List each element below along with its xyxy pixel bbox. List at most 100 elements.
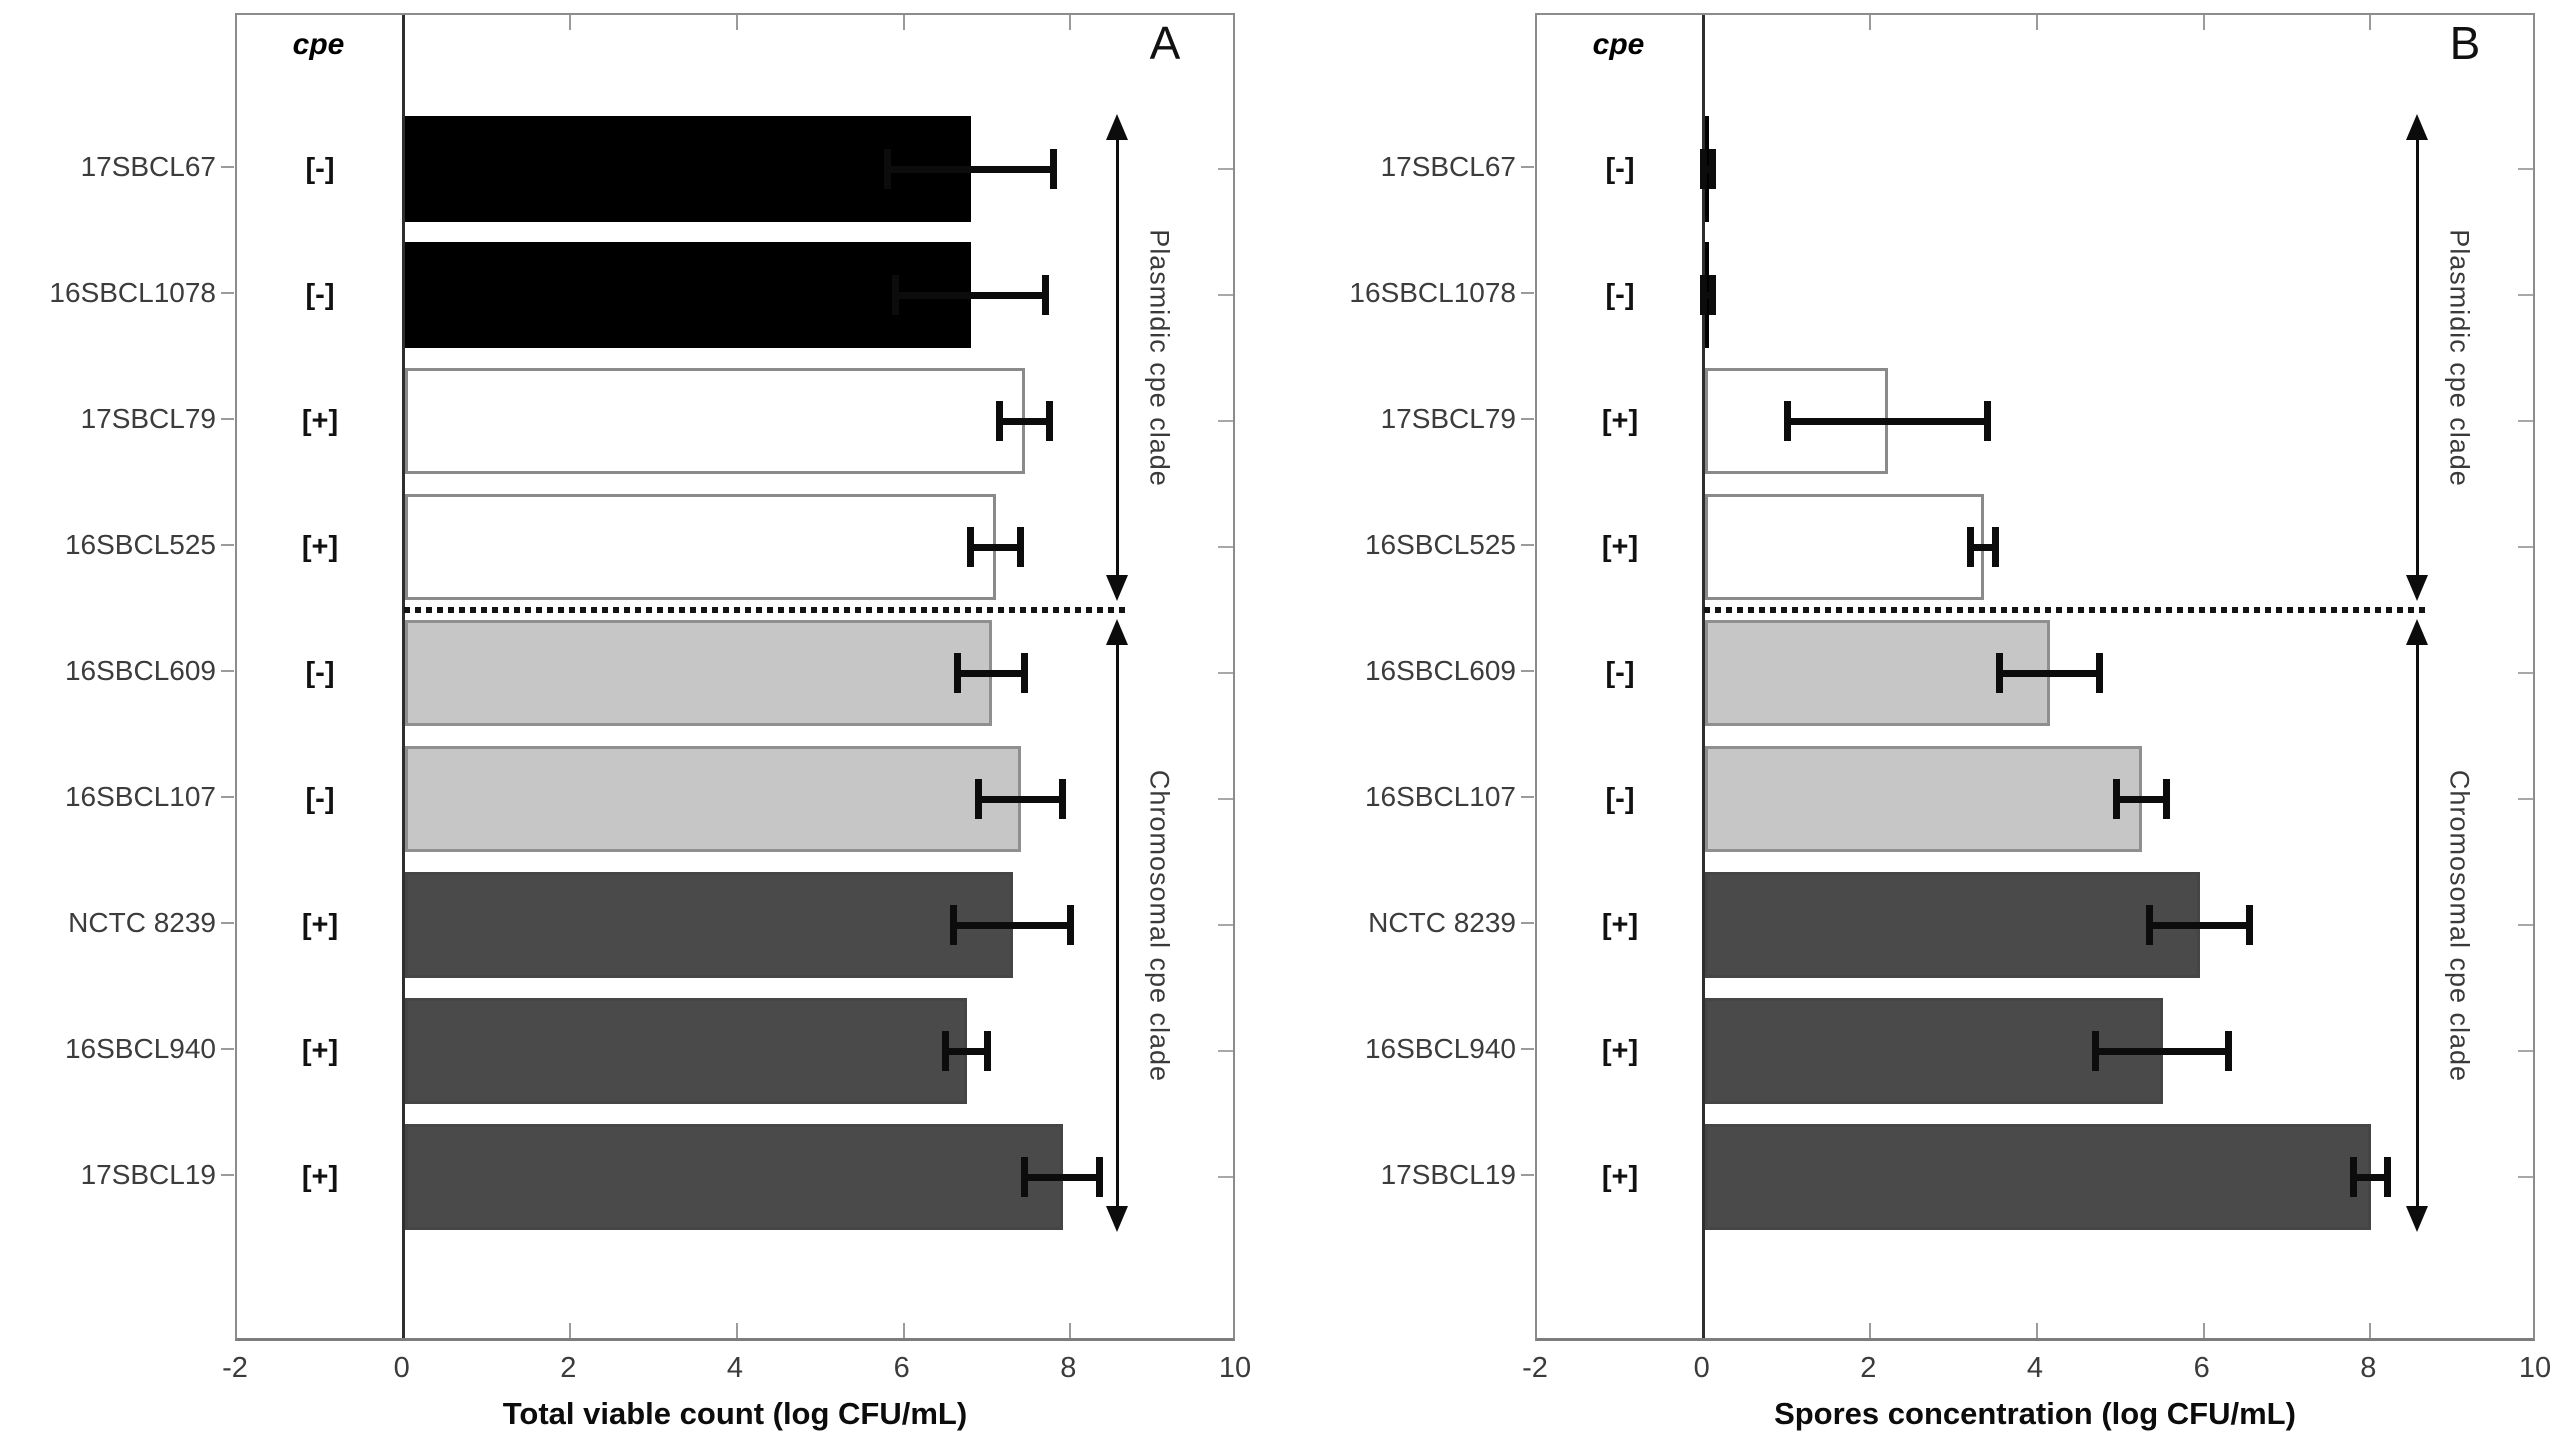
y-tick-left — [221, 796, 234, 798]
error-cap-low — [2146, 905, 2153, 945]
x-axis-title: Spores concentration (log CFU/mL) — [1774, 1396, 2296, 1431]
y-tick-left — [221, 1174, 234, 1176]
strain-label-16SBCL525: 16SBCL525 — [64, 529, 216, 560]
y-tick-left — [1521, 796, 1534, 798]
cpe-status-17SBCL19: [+] — [301, 1161, 339, 1193]
error-bar-16SBCL940 — [945, 1047, 987, 1055]
cpe-status-16SBCL609: [-] — [305, 657, 335, 689]
error-cap-high — [1708, 275, 1716, 315]
clade-arrow-head-down-plasmidic — [1106, 575, 1128, 601]
y-tick-right — [2518, 168, 2533, 170]
error-cap-low — [1021, 1157, 1028, 1197]
cpe-status-16SBCL609: [-] — [1605, 657, 1635, 689]
y-tick-left — [1521, 670, 1534, 672]
clade-arrow-head-up-chromosomal — [1106, 619, 1128, 645]
error-bar-17SBCL19 — [2353, 1173, 2387, 1181]
zero-axis-line — [1702, 15, 1706, 1338]
x-tick-label-2: 2 — [560, 1352, 577, 1384]
y-tick-left — [221, 544, 234, 546]
strain-label-16SBCL525: 16SBCL525 — [1364, 529, 1516, 560]
y-tick-right — [1218, 798, 1233, 800]
error-bar-NCTC8239 — [953, 921, 1071, 929]
x-tick-label--2: -2 — [222, 1352, 248, 1384]
y-tick-right — [2518, 1176, 2533, 1178]
bar-17SBCL19 — [1704, 1124, 2372, 1230]
x-tick-label-6: 6 — [893, 1352, 910, 1384]
error-cap-low — [966, 527, 974, 567]
error-cap-high — [1096, 1157, 1103, 1197]
error-cap-high — [1058, 779, 1066, 819]
cpe-status-NCTC8239: [+] — [1601, 909, 1639, 941]
x-tick-bottom — [902, 1323, 905, 1338]
strain-label-16SBCL1078: 16SBCL1078 — [49, 277, 216, 308]
x-tick-label-4: 4 — [726, 1352, 744, 1384]
x-tick-bottom — [2036, 1323, 2038, 1338]
strain-label-16SBCL609: 16SBCL609 — [1364, 655, 1516, 686]
bar-16SBCL1078 — [404, 242, 972, 348]
strain-label-16SBCL107: 16SBCL107 — [64, 781, 216, 812]
error-cap-low — [941, 1031, 949, 1071]
error-cap-low — [950, 905, 958, 945]
clade-label-chromosomal: Chromosomal cpe clade — [2444, 769, 2475, 1082]
error-cap-high — [1016, 527, 1024, 567]
error-bar-17SBCL79 — [1787, 417, 1987, 425]
bar-16SBCL107 — [404, 746, 1022, 852]
x-tick-bottom — [2369, 1323, 2372, 1338]
y-tick-left — [221, 1048, 234, 1050]
bar-16SBCL940 — [1704, 998, 2163, 1104]
error-cap-high — [2225, 1031, 2233, 1071]
cpe-status-16SBCL1078: [-] — [1605, 279, 1635, 311]
y-tick-left — [1521, 292, 1534, 294]
y-tick-left — [1521, 1048, 1534, 1050]
strain-label-17SBCL79: 17SBCL79 — [1380, 403, 1516, 434]
clade-arrow-head-up-chromosomal — [2406, 619, 2428, 645]
cpe-status-16SBCL940: [+] — [1601, 1035, 1639, 1067]
error-cap-high — [1050, 149, 1058, 189]
clade-label-plasmidic: Plasmidic cpe clade — [1144, 228, 1175, 487]
y-tick-left — [1521, 922, 1534, 924]
error-cap-low — [2091, 1031, 2099, 1071]
y-tick-right — [2518, 420, 2533, 422]
bar-NCTC8239 — [1704, 872, 2201, 978]
clade-label-chromosomal: Chromosomal cpe clade — [1144, 769, 1175, 1082]
error-bar-NCTC8239 — [2149, 921, 2250, 929]
y-tick-left — [1521, 1174, 1534, 1176]
y-tick-left — [1521, 544, 1534, 546]
y-tick-left — [221, 670, 234, 672]
x-tick-bottom — [1069, 1323, 1072, 1338]
bar-16SBCL940 — [404, 998, 968, 1104]
bar-16SBCL107 — [1704, 746, 2143, 852]
x-tick-bottom — [736, 1323, 738, 1338]
cpe-status-17SBCL67: [-] — [305, 153, 335, 185]
bar-16SBCL525 — [404, 494, 997, 600]
error-cap-high — [1983, 401, 1991, 441]
x-tick-top — [2202, 15, 2205, 30]
y-tick-right — [2518, 546, 2533, 548]
x-tick-top — [2036, 15, 2038, 30]
error-cap-low — [1700, 275, 1708, 315]
clade-label-plasmidic: Plasmidic cpe clade — [2444, 228, 2475, 487]
x-tick-top — [569, 15, 572, 30]
x-tick-bottom — [1869, 1323, 1872, 1338]
error-cap-low — [2350, 1157, 2358, 1197]
x-tick-label-0: 0 — [1693, 1352, 1710, 1384]
strain-label-17SBCL67: 17SBCL67 — [80, 151, 216, 182]
error-cap-low — [1700, 149, 1708, 189]
error-bar-16SBCL940 — [2095, 1047, 2229, 1055]
error-cap-low — [1996, 653, 2003, 693]
error-bar-16SBCL609 — [957, 669, 1025, 677]
error-cap-high — [983, 1031, 991, 1071]
clade-arrow-line-plasmidic — [2415, 136, 2419, 579]
bar-16SBCL609 — [1704, 620, 2051, 726]
cpe-status-17SBCL79: [+] — [1601, 405, 1639, 437]
y-tick-left — [221, 922, 234, 924]
y-tick-right — [1218, 294, 1233, 296]
y-tick-right — [1218, 924, 1233, 926]
y-tick-right — [2518, 798, 2533, 800]
x-tick-label-8: 8 — [2360, 1352, 2377, 1384]
error-cap-low — [1966, 527, 1974, 567]
bar-17SBCL67 — [404, 116, 972, 222]
y-tick-right — [2518, 672, 2533, 674]
y-tick-left — [1521, 166, 1534, 168]
